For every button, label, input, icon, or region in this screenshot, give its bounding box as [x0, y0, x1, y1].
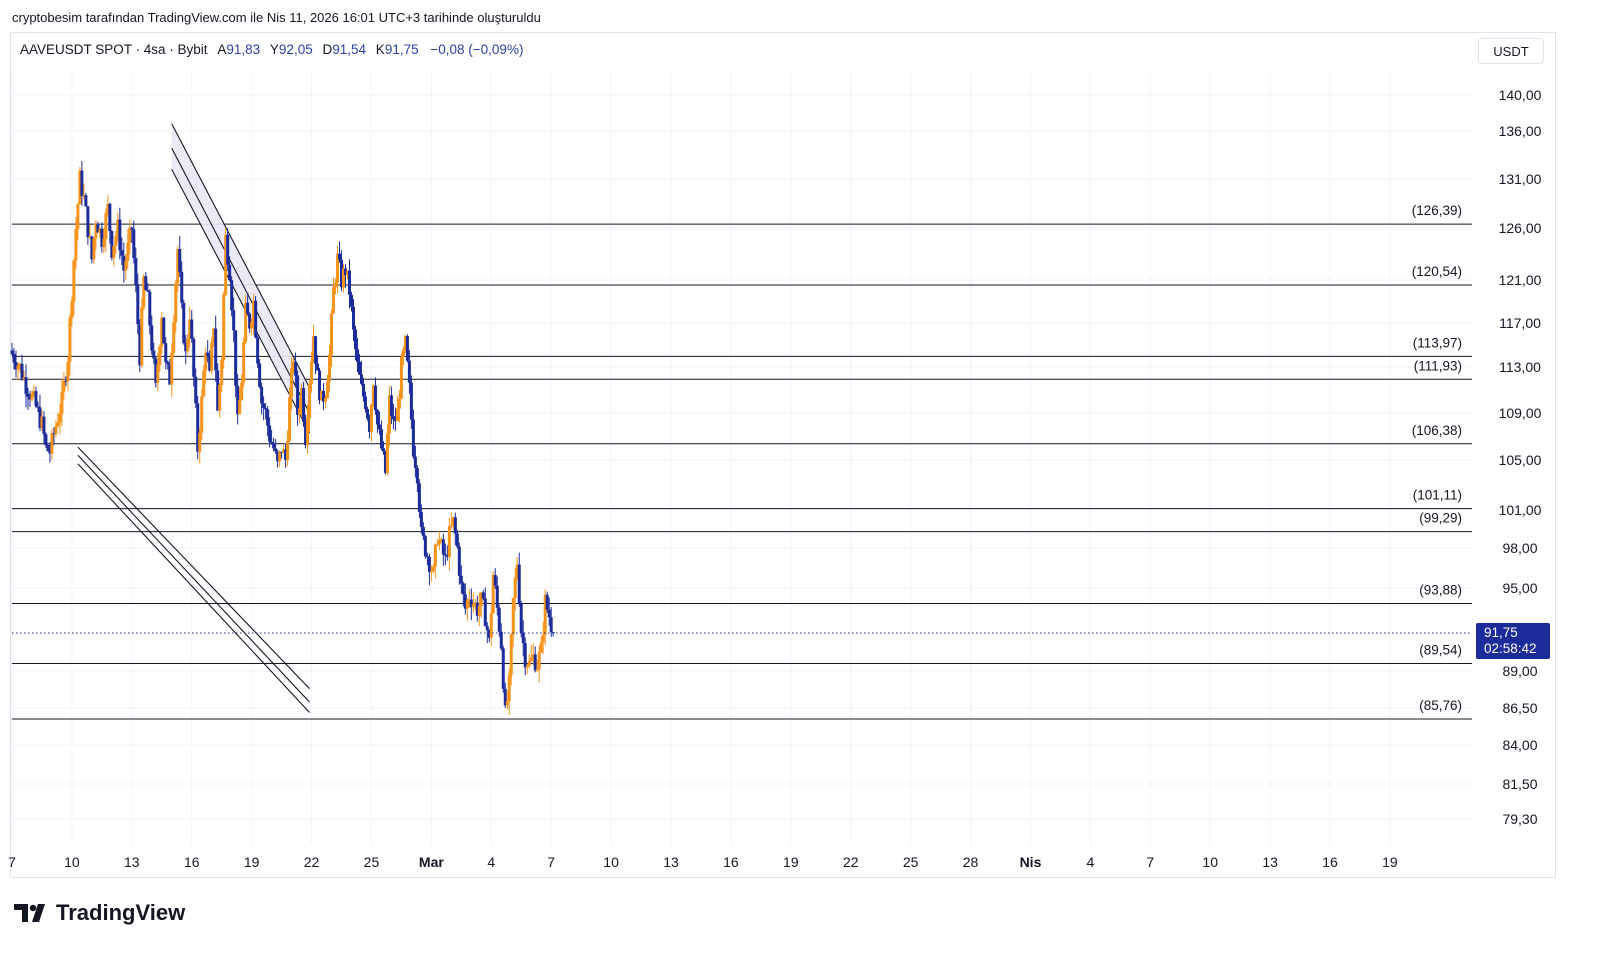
- high-value: 92,05: [278, 42, 313, 57]
- low-label: D: [322, 42, 333, 57]
- change-value: −0,08 (−0,09%): [430, 42, 524, 57]
- chart-frame: [10, 32, 1556, 878]
- close-value: 91,75: [384, 42, 419, 57]
- open-label: A: [217, 42, 227, 57]
- tradingview-logo-text: TradingView: [56, 900, 186, 925]
- high-label: Y: [269, 42, 279, 57]
- tradingview-logo-icon: [14, 904, 45, 922]
- symbol-name[interactable]: AAVEUSDT SPOT · 4sa · Bybit: [20, 42, 208, 57]
- low-value: 91,54: [332, 42, 367, 57]
- symbol-legend: AAVEUSDT SPOT · 4sa · Bybit A91,83 Y92,0…: [20, 42, 523, 57]
- currency-button[interactable]: USDT: [1478, 38, 1544, 64]
- tradingview-logo[interactable]: TradingView: [14, 900, 185, 926]
- open-value: 91,83: [226, 42, 261, 57]
- close-label: K: [375, 42, 385, 57]
- chart-caption: cryptobesim tarafından TradingView.com i…: [12, 10, 541, 25]
